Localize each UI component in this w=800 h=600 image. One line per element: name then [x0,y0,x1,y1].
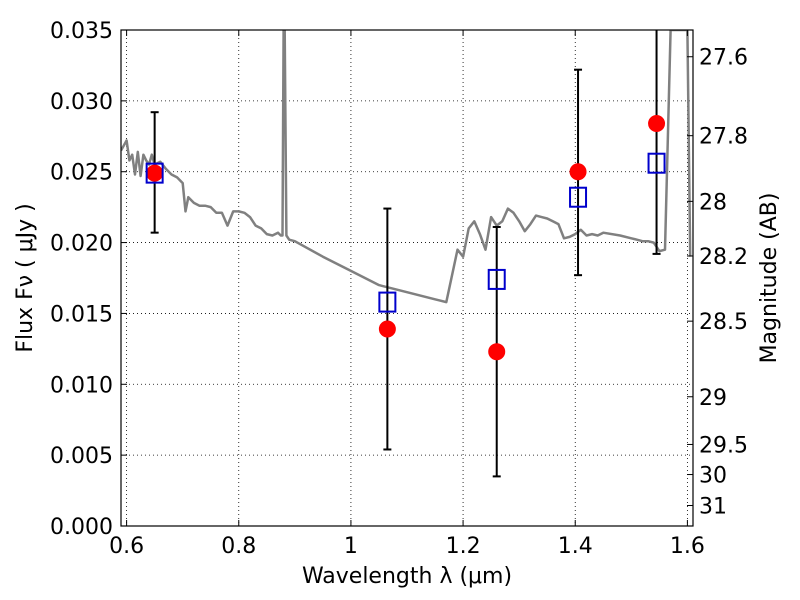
plot-frame [120,29,694,527]
plot-area [121,30,693,526]
data-point-model [378,291,397,313]
y-tick-label: 0.035 [50,19,113,44]
marker-layer [145,115,666,361]
y2-tick-label: 30 [699,464,727,489]
error-bar [652,30,661,255]
series-layer [121,30,692,304]
y2-tick-label: 28.5 [699,310,748,335]
data-point-observed [378,320,396,338]
data-point-model [569,186,588,208]
x-axis: 0.6 0.8 1 1.2 1.4 1.6 [109,30,705,559]
data-point-model [487,268,506,290]
data-point-observed [146,164,164,182]
y2-tick-label: 27.6 [699,46,748,71]
y2-tick-label: 29.5 [699,433,748,458]
x-tick-label: 0.8 [221,534,256,559]
y-axis-title: Flux Fν ( μJy ) [13,203,38,352]
y-tick-label: 0.000 [50,515,113,540]
x-tick-label: 1.4 [558,534,593,559]
y2-tick-label: 28 [699,190,727,215]
x-tick-label: 1.6 [670,534,705,559]
y-axis-title-text: Flux Fν ( μJy ) [13,203,38,352]
x-tick-label: 1 [344,534,358,559]
y-tick-label: 0.025 [50,161,113,186]
data-point-observed [488,343,506,361]
y2-tick-label: 27.8 [699,125,748,150]
x-tick-label: 1.2 [446,534,481,559]
data-point-model [647,152,666,174]
y2-axis-title: Magnitude (AB) [757,193,782,364]
y2-axis: 27.6 27.8 28 28.2 28.5 29 29.5 30 31 [687,46,748,520]
y-axis: 0.000 0.005 0.010 0.015 0.020 0.025 0.030 0.035 [50,19,127,540]
y-tick-label: 0.005 [50,444,113,469]
y-tick-label: 0.015 [50,302,113,327]
data-point-observed [648,115,666,133]
data-point-observed [569,163,587,181]
x-axis-title-text: Wavelength λ (μm) [302,564,512,589]
x-tick-label: 0.6 [109,534,144,559]
x-axis-title: Wavelength λ (μm) [302,564,512,589]
y2-axis-title-text: Magnitude (AB) [757,193,782,364]
y2-tick-label: 29 [699,386,727,411]
data-point-model [145,162,164,184]
y-tick-label: 0.010 [50,373,113,398]
y2-tick-label: 31 [699,495,727,520]
y2-tick-label: 28.2 [699,245,748,270]
spectrum-line [121,30,692,304]
y-tick-label: 0.020 [50,232,113,257]
y-tick-label: 0.030 [50,90,113,115]
